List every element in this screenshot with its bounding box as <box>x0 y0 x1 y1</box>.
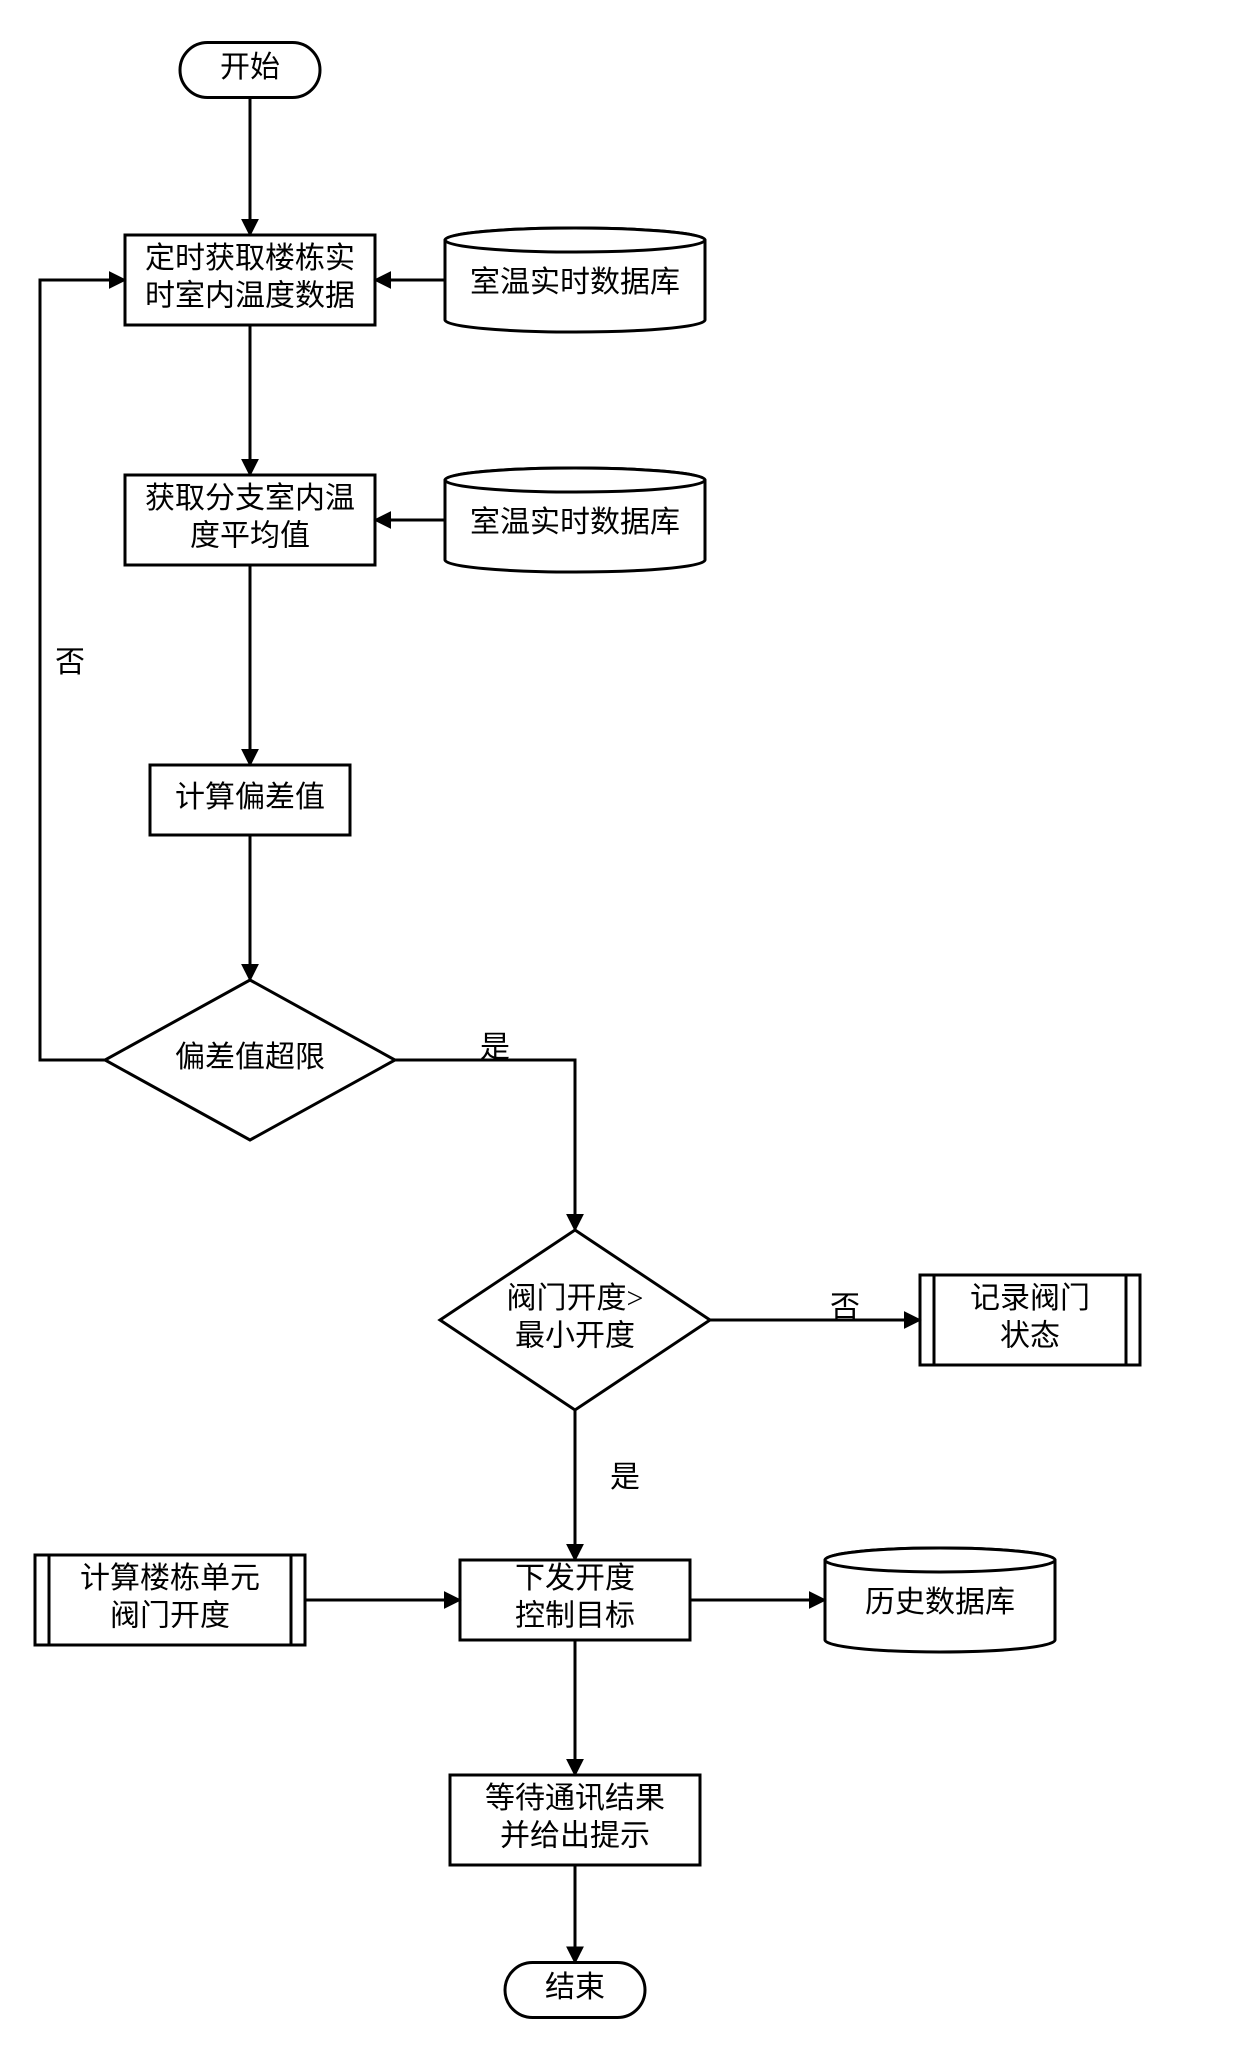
svg-text:计算偏差值: 计算偏差值 <box>175 781 325 814</box>
svg-text:是: 是 <box>610 1461 640 1494</box>
svg-text:定时获取楼栋实: 定时获取楼栋实 <box>145 242 355 275</box>
svg-text:是: 是 <box>480 1031 510 1064</box>
svg-text:状态: 状态 <box>1000 1320 1060 1353</box>
svg-text:时室内温度数据: 时室内温度数据 <box>145 280 355 313</box>
svg-text:并给出提示: 并给出提示 <box>500 1820 650 1853</box>
svg-text:否: 否 <box>55 646 85 679</box>
svg-text:等待通讯结果: 等待通讯结果 <box>485 1782 665 1815</box>
svg-text:记录阀门: 记录阀门 <box>970 1282 1090 1315</box>
svg-text:下发开度: 下发开度 <box>515 1562 635 1595</box>
svg-text:偏差值超限: 偏差值超限 <box>175 1041 325 1074</box>
svg-text:度平均值: 度平均值 <box>190 520 310 553</box>
svg-text:否: 否 <box>830 1291 860 1324</box>
svg-text:开始: 开始 <box>220 51 280 84</box>
svg-text:结束: 结束 <box>545 1971 605 2004</box>
svg-text:计算楼栋单元: 计算楼栋单元 <box>80 1562 260 1595</box>
svg-text:室温实时数据库: 室温实时数据库 <box>470 266 680 299</box>
svg-text:阀门开度: 阀门开度 <box>110 1600 230 1633</box>
svg-text:历史数据库: 历史数据库 <box>865 1586 1015 1619</box>
svg-text:最小开度: 最小开度 <box>515 1320 635 1353</box>
svg-text:控制目标: 控制目标 <box>515 1600 635 1633</box>
flowchart-svg: 开始结束 定时获取楼栋实时室内温度数据获取分支室内温度平均值计算偏差值下发开度控制… <box>0 0 1240 2050</box>
svg-text:获取分支室内温: 获取分支室内温 <box>145 482 355 515</box>
svg-text:阀门开度>: 阀门开度> <box>507 1282 644 1315</box>
svg-text:室温实时数据库: 室温实时数据库 <box>470 506 680 539</box>
